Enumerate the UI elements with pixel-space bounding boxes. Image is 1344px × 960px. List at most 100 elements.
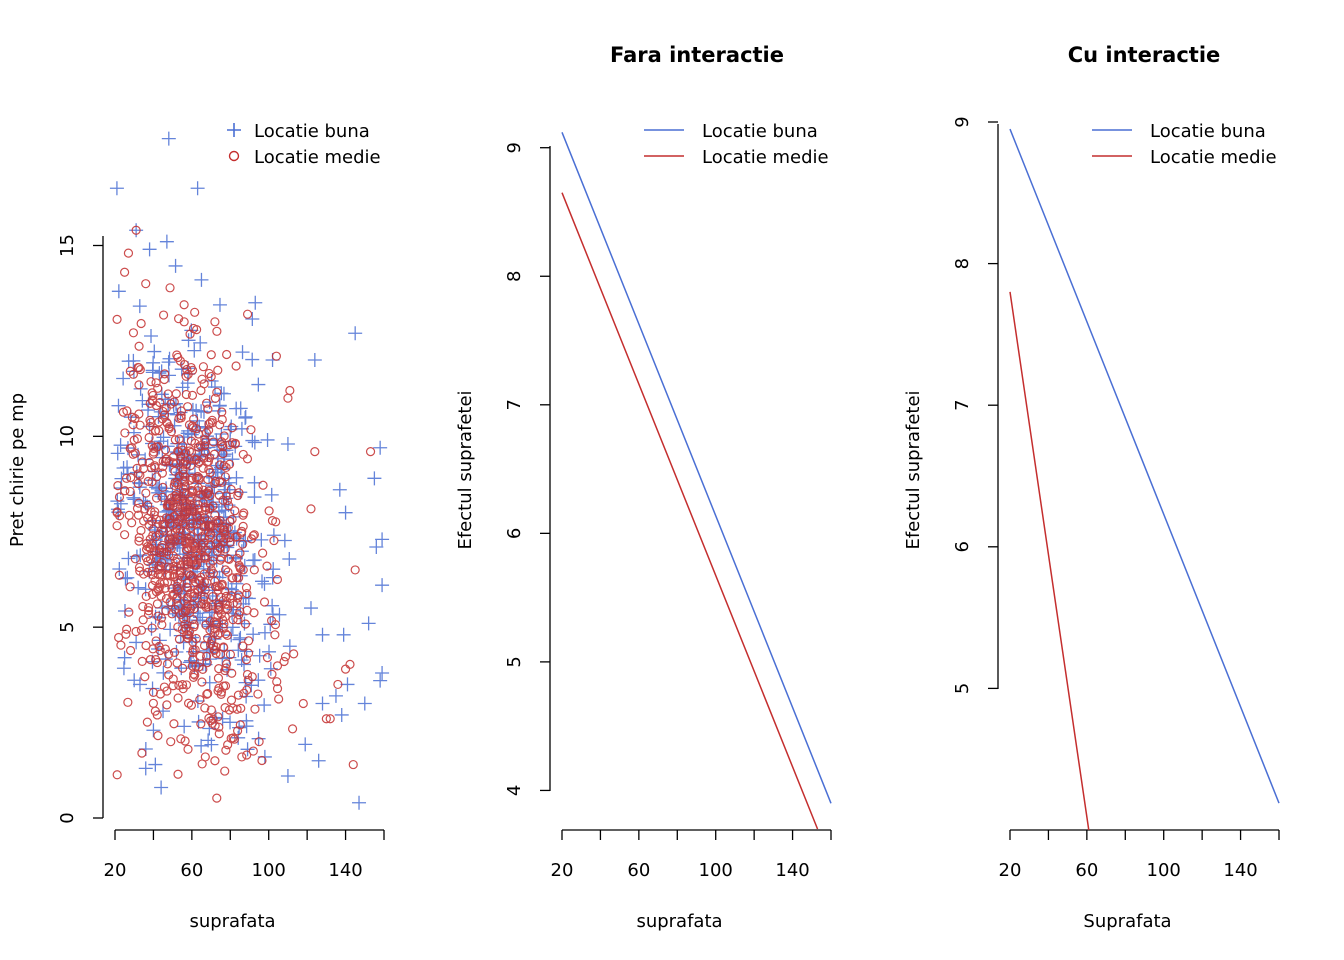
series-line-buna bbox=[1009, 128, 1280, 804]
data-point-circle bbox=[159, 682, 170, 692]
data-point-circle bbox=[170, 604, 180, 614]
data-point-circle bbox=[246, 425, 256, 435]
legend-marker-plus bbox=[227, 123, 241, 137]
data-point-circle bbox=[182, 537, 193, 547]
data-point-circle bbox=[131, 225, 141, 235]
data-point-circle bbox=[232, 598, 242, 609]
data-point-circle bbox=[172, 492, 182, 503]
data-point-circle bbox=[140, 672, 150, 682]
data-point-circle bbox=[193, 486, 203, 496]
data-point-plus bbox=[111, 284, 126, 299]
data-point-plus bbox=[237, 657, 252, 672]
data-point-circle bbox=[128, 328, 139, 338]
plot-area bbox=[109, 131, 390, 810]
data-point-circle bbox=[199, 379, 209, 389]
data-point-circle bbox=[154, 529, 165, 539]
data-point-plus bbox=[191, 714, 206, 729]
data-point-circle bbox=[173, 575, 183, 585]
data-point-circle bbox=[365, 447, 376, 457]
data-point-circle bbox=[141, 552, 151, 563]
data-point-circle bbox=[287, 724, 298, 734]
data-point-plus bbox=[298, 737, 313, 752]
data-point-circle bbox=[141, 591, 151, 602]
data-point-plus bbox=[225, 620, 240, 635]
data-point-circle bbox=[214, 683, 224, 693]
data-point-circle bbox=[227, 423, 237, 433]
data-point-circle bbox=[202, 398, 212, 408]
data-point-circle bbox=[155, 689, 166, 699]
data-point-circle bbox=[272, 683, 283, 694]
data-point-plus bbox=[245, 352, 260, 367]
data-point-circle bbox=[173, 447, 184, 457]
data-point-circle bbox=[218, 681, 229, 691]
data-point-circle bbox=[204, 419, 214, 429]
data-point-circle bbox=[189, 588, 200, 598]
data-point-circle bbox=[195, 510, 205, 521]
data-point-circle bbox=[219, 431, 229, 441]
data-point-circle bbox=[212, 326, 222, 336]
data-point-plus bbox=[126, 490, 141, 505]
data-point-plus bbox=[251, 377, 266, 392]
data-point-circle bbox=[174, 680, 184, 690]
data-point-circle bbox=[210, 627, 220, 637]
data-point-plus bbox=[255, 574, 270, 589]
data-point-circle bbox=[213, 673, 224, 683]
x-tick-label: 140 bbox=[1223, 860, 1257, 881]
y-tick-label: 10 bbox=[57, 425, 78, 448]
data-point-circle bbox=[187, 485, 197, 496]
data-point-circle bbox=[146, 377, 156, 387]
data-point-circle bbox=[169, 572, 180, 582]
data-point-plus bbox=[247, 435, 262, 450]
data-point-plus bbox=[223, 422, 238, 437]
data-point-circle bbox=[184, 534, 195, 545]
data-point-plus bbox=[233, 401, 248, 416]
data-point-plus bbox=[168, 396, 183, 411]
data-point-circle bbox=[183, 583, 193, 593]
data-point-circle bbox=[242, 685, 252, 695]
data-point-circle bbox=[154, 641, 164, 652]
data-point-circle bbox=[242, 669, 253, 680]
data-point-circle bbox=[135, 364, 145, 375]
data-point-circle bbox=[218, 442, 228, 452]
data-point-circle bbox=[113, 481, 123, 491]
data-point-plus bbox=[167, 418, 182, 433]
x-tick-label: 60 bbox=[1075, 860, 1098, 881]
data-point-plus bbox=[110, 446, 125, 461]
data-point-circle bbox=[155, 579, 165, 589]
data-point-circle bbox=[145, 415, 155, 425]
data-point-circle bbox=[188, 600, 198, 610]
data-point-plus bbox=[348, 326, 363, 341]
data-point-circle bbox=[134, 380, 144, 390]
data-point-circle bbox=[178, 465, 188, 475]
data-point-circle bbox=[126, 473, 136, 483]
data-point-circle bbox=[162, 700, 172, 710]
data-point-circle bbox=[212, 387, 222, 397]
data-point-circle bbox=[193, 442, 204, 452]
data-point-plus bbox=[334, 707, 349, 722]
data-point-circle bbox=[274, 694, 284, 704]
data-point-plus bbox=[144, 329, 159, 344]
data-point-circle bbox=[210, 581, 221, 592]
data-point-plus bbox=[245, 433, 260, 448]
data-point-circle bbox=[165, 283, 175, 293]
data-point-plus bbox=[113, 438, 128, 453]
data-point-circle bbox=[220, 565, 231, 575]
data-point-circle bbox=[138, 601, 148, 612]
data-point-circle bbox=[234, 560, 244, 570]
data-point-circle bbox=[221, 462, 231, 473]
data-point-plus bbox=[229, 470, 244, 485]
data-point-circle bbox=[191, 560, 201, 570]
data-point-circle bbox=[138, 569, 149, 579]
data-point-plus bbox=[373, 440, 388, 455]
data-point-plus bbox=[207, 479, 222, 494]
data-point-circle bbox=[220, 599, 230, 609]
data-point-plus bbox=[204, 737, 219, 752]
data-point-circle bbox=[205, 529, 215, 539]
plot-area bbox=[561, 132, 832, 830]
data-point-circle bbox=[185, 519, 195, 529]
data-point-circle bbox=[226, 695, 237, 705]
data-point-circle bbox=[271, 517, 281, 527]
data-point-circle bbox=[155, 564, 165, 574]
data-point-circle bbox=[146, 540, 157, 550]
data-point-plus bbox=[265, 570, 280, 585]
